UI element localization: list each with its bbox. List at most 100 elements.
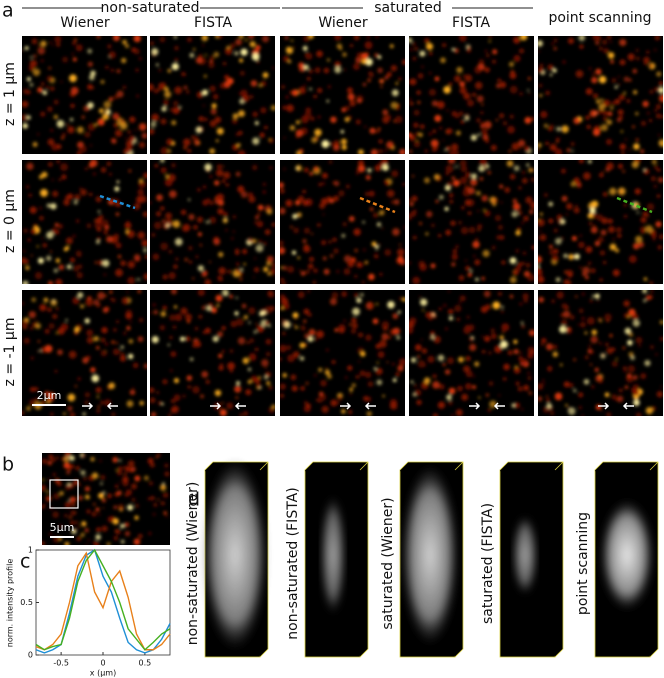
- blob: [375, 343, 381, 349]
- blob: [139, 195, 147, 203]
- blob: [364, 371, 372, 379]
- blob: [456, 385, 463, 392]
- blob: [627, 53, 635, 61]
- blob: [164, 178, 173, 187]
- blob: [134, 129, 137, 132]
- blob: [660, 385, 663, 388]
- blob: [153, 502, 158, 507]
- blob: [171, 120, 177, 126]
- blob: [561, 125, 569, 133]
- blob: [252, 111, 258, 118]
- blob: [81, 453, 86, 458]
- blob: [654, 165, 659, 170]
- blob: [354, 293, 359, 298]
- blob: [47, 161, 53, 167]
- blob: [561, 195, 568, 202]
- blob: [355, 374, 360, 379]
- blob: [235, 132, 240, 136]
- blob: [477, 223, 483, 230]
- blob: [577, 323, 580, 326]
- blob: [474, 361, 480, 367]
- blob: [476, 118, 481, 123]
- blob: [583, 379, 590, 385]
- blob: [566, 327, 571, 331]
- blob: [238, 110, 245, 118]
- blob: [397, 103, 400, 107]
- blob: [590, 335, 598, 344]
- blob: [425, 311, 432, 319]
- blob: [112, 348, 120, 356]
- blob: [194, 326, 199, 331]
- blob: [261, 36, 270, 43]
- blob: [180, 307, 188, 315]
- blob: [362, 82, 367, 87]
- blob: [285, 199, 293, 207]
- blob: [555, 137, 561, 142]
- blob: [566, 148, 571, 153]
- blob: [188, 245, 193, 251]
- blob: [651, 160, 657, 165]
- blob: [634, 188, 641, 195]
- volume-label: saturated (FISTA): [480, 503, 496, 624]
- blob: [297, 291, 305, 299]
- blob: [182, 72, 186, 77]
- blob: [366, 411, 372, 416]
- blob: [116, 90, 124, 98]
- blob: [199, 244, 203, 247]
- blob: [560, 218, 566, 225]
- blob: [538, 396, 543, 402]
- blob: [100, 400, 105, 405]
- blob: [104, 399, 112, 407]
- blob: [521, 170, 526, 175]
- blob: [374, 245, 379, 249]
- blob: [375, 302, 379, 306]
- blob: [291, 385, 298, 392]
- blob: [265, 351, 271, 357]
- volume-label: non-saturated (FISTA): [285, 487, 301, 639]
- blob: [181, 224, 190, 232]
- blob: [200, 394, 204, 399]
- blob: [488, 351, 492, 355]
- blob: [618, 75, 621, 78]
- blob: [169, 336, 173, 340]
- blob: [631, 161, 639, 169]
- blob: [565, 279, 572, 284]
- blob: [646, 214, 650, 217]
- blob: [116, 490, 122, 496]
- blob: [115, 268, 124, 277]
- blob: [553, 228, 558, 233]
- blob: [468, 226, 476, 234]
- blob: [151, 113, 160, 122]
- blob: [170, 369, 173, 372]
- blob: [477, 133, 480, 137]
- blob: [329, 142, 333, 146]
- blob: [502, 377, 507, 381]
- blob: [525, 262, 531, 268]
- blob: [612, 238, 615, 241]
- blob: [40, 188, 48, 197]
- blob: [250, 375, 258, 383]
- blob: [47, 307, 52, 313]
- x-axis-label: x (µm): [90, 669, 116, 678]
- blob: [499, 235, 505, 240]
- blob: [264, 229, 271, 235]
- blob: [70, 86, 79, 95]
- blob: [148, 457, 154, 463]
- blob: [87, 84, 93, 90]
- blob: [475, 237, 479, 241]
- blob: [150, 387, 155, 393]
- blob: [399, 148, 405, 154]
- blob: [538, 236, 540, 239]
- blob: [76, 536, 82, 541]
- blob: [218, 251, 224, 258]
- blob: [444, 369, 451, 375]
- blob: [381, 227, 384, 230]
- blob: [47, 106, 53, 113]
- blob: [402, 182, 405, 186]
- blob: [354, 274, 358, 278]
- blob: [397, 248, 405, 257]
- blob: [343, 68, 346, 71]
- blob: [340, 138, 347, 145]
- blob: [318, 391, 324, 397]
- blob: [341, 233, 346, 238]
